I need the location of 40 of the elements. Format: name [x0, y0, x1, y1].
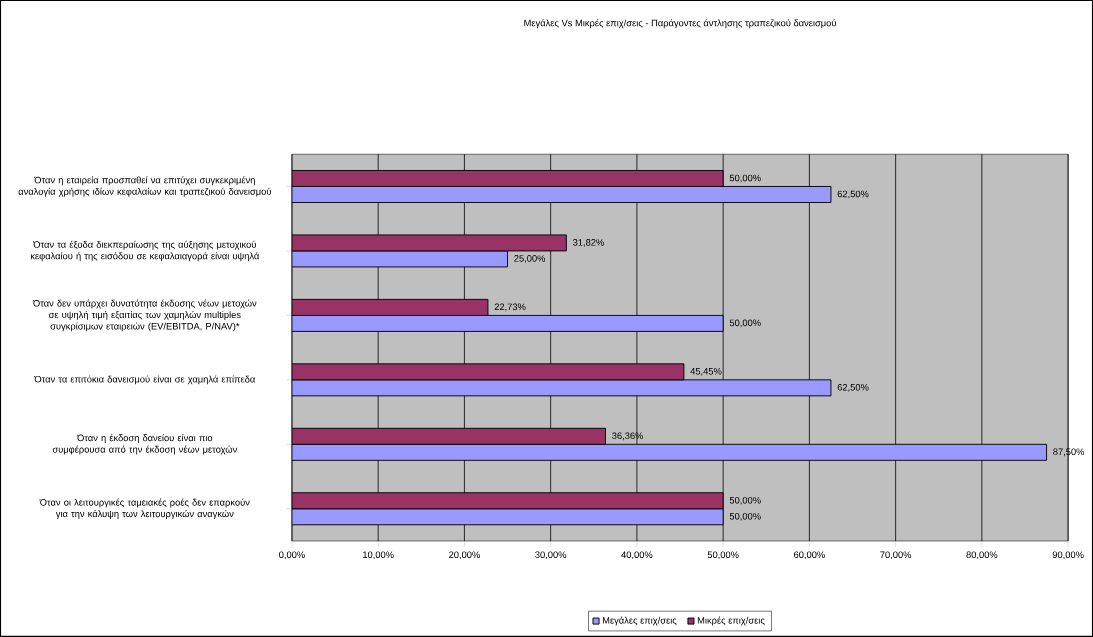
x-tick-label: 40,00% [621, 551, 653, 560]
y-tick-label: Όταν η εταιρεία προσπαθεί να επιτύχει συγκεκριμένη αναλογία χρήσης ιδίων κεφαλαίων και τραπεζικού δανεισμού [18, 176, 271, 197]
data-label: 50,00% [729, 496, 761, 505]
x-tick-label: 90,00% [1052, 551, 1084, 560]
data-label: 62,50% [837, 190, 869, 199]
x-tick-label: 60,00% [794, 551, 825, 560]
y-tick-label: Όταν τα επιτόκια δανεισμού είναι σε χαμηλά επίπεδα [34, 375, 255, 385]
data-label: 50,00% [729, 174, 761, 183]
bar [291, 443, 1048, 461]
bar [291, 427, 606, 445]
y-tick-label: Όταν η έκδοση δανείου είναι πιο συμφέρουσα από την έκδοση νέων μετοχών [52, 434, 237, 455]
x-tick-label: 0,00% [279, 551, 305, 560]
bar [291, 508, 724, 526]
bar [291, 186, 832, 203]
x-tick-label: 70,00% [880, 551, 912, 560]
bar [291, 363, 685, 381]
data-label: 25,00% [514, 255, 546, 263]
bar [291, 314, 724, 332]
bar [291, 170, 724, 187]
chart-title: Μεγάλες Vs Μικρές επιχ/σεις - Παράγοντες άντλησης τραπεζικού δανεισμού [524, 19, 836, 29]
data-label: 22,73% [494, 303, 526, 312]
x-tick-label: 10,00% [363, 551, 394, 560]
x-tick-label: 50,00% [707, 551, 739, 560]
legend-label: Μικρές επιχ/σεις [697, 616, 765, 626]
bar [291, 298, 489, 316]
y-tick-label: Όταν τα έξοδα διεκπεραίωσης της αύξησης μετοχικού κεφαλαίου ή της εισόδου σε κεφαλαιαγορά είναι υψηλά [30, 240, 260, 262]
x-tick-label: 20,00% [449, 551, 480, 560]
x-tick-label: 80,00% [966, 551, 998, 560]
data-label: 87,50% [1053, 448, 1085, 457]
data-label: 36,36% [612, 432, 644, 441]
data-label: 45,45% [690, 368, 722, 376]
legend-label: Μεγάλες επιχ/σεις [602, 616, 677, 626]
data-label: 50,00% [729, 319, 761, 328]
data-label: 50,00% [729, 512, 761, 521]
y-tick-label: Όταν δεν υπάρχει δυνατότητα έκδοσης νέων μετοχών σε υψηλή τιμή εξαιτίας των χαμηλών multiples συγκρίσιμων εταιρειών (EV/EBITDA, P/NAV)* [32, 299, 257, 332]
x-tick-label: 30,00% [535, 551, 567, 560]
y-tick-label: Όταν οι λειτουργικές ταμειακές ροές δεν επαρκούν για την κάλυψη των λειτουργικών αναγκών [39, 498, 250, 520]
bar [291, 492, 724, 510]
data-label: 31,82% [572, 239, 604, 247]
data-label: 62,50% [837, 384, 869, 392]
